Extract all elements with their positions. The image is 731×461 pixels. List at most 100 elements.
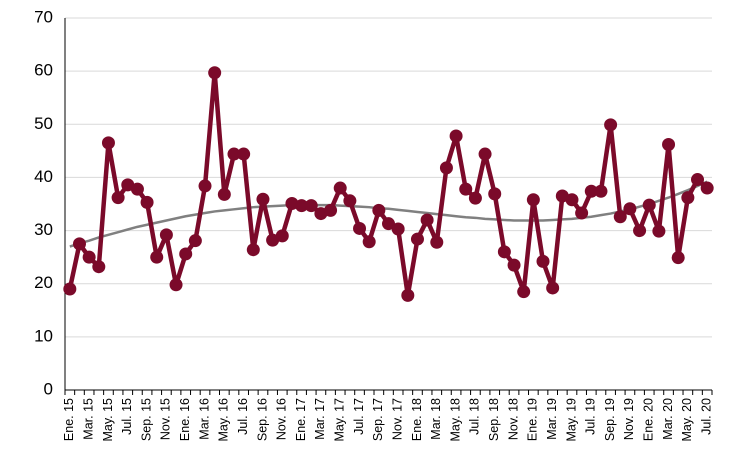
x-tick-label: Ene. 15: [62, 398, 76, 441]
x-tick-label: Mar. 17: [313, 398, 327, 440]
x-tick-label: May. 16: [217, 398, 231, 442]
data-point: [623, 202, 637, 216]
x-tick-label: Ene. 17: [294, 398, 308, 441]
data-point: [681, 191, 695, 205]
x-tick-label: May. 17: [333, 398, 347, 442]
data-point: [430, 235, 444, 249]
y-tick-label: 30: [34, 220, 53, 239]
x-tick-label: Jul. 20: [699, 398, 713, 435]
data-point: [700, 181, 714, 195]
data-point: [159, 228, 173, 242]
data-point: [410, 232, 424, 246]
data-point: [295, 199, 309, 213]
data-point: [333, 181, 347, 195]
data-point: [227, 147, 241, 161]
x-tick-label: Nov. 19: [622, 398, 636, 440]
x-tick-label: Sep. 17: [371, 398, 385, 441]
data-point: [169, 278, 183, 292]
data-point: [275, 229, 289, 243]
data-point: [198, 179, 212, 193]
data-point: [382, 217, 395, 231]
data-point: [208, 66, 222, 80]
data-point: [565, 193, 579, 207]
data-point: [188, 234, 202, 248]
data-point: [217, 187, 231, 201]
trend-line: [69, 180, 708, 248]
data-point: [488, 187, 502, 201]
data-point: [526, 193, 540, 207]
data-point: [546, 281, 560, 295]
y-tick-label: 70: [34, 7, 53, 26]
x-tick-label: Mar. 20: [661, 398, 675, 440]
data-point: [584, 184, 598, 198]
data-point: [420, 213, 434, 227]
x-tick-label: May. 19: [564, 398, 578, 442]
data-point: [246, 243, 260, 257]
data-point: [353, 221, 367, 235]
data-point: [507, 258, 521, 272]
data-point: [536, 254, 550, 268]
data-point: [497, 245, 511, 259]
data-point: [391, 222, 405, 236]
data-point: [92, 260, 106, 274]
data-point: [101, 136, 115, 150]
x-tick-label: Mar. 18: [429, 398, 443, 440]
y-tick-label: 10: [34, 326, 53, 345]
data-point: [362, 235, 376, 249]
x-tick-label: Ene. 20: [642, 398, 656, 441]
data-point: [304, 199, 318, 213]
data-point: [130, 182, 144, 196]
data-point: [372, 203, 386, 217]
data-point: [401, 288, 415, 302]
data-point: [343, 194, 357, 208]
data-point: [468, 191, 482, 205]
data-point: [140, 195, 154, 209]
x-tick-label: Mar. 15: [81, 398, 95, 440]
x-tick-label: Jul. 15: [120, 398, 134, 435]
x-tick-label: Jul. 17: [352, 398, 366, 435]
data-point: [285, 196, 299, 210]
x-tick-label: Jul. 19: [584, 398, 598, 435]
data-point: [575, 206, 589, 220]
data-point: [256, 192, 270, 206]
data-point: [439, 161, 453, 175]
x-tick-label: Sep. 19: [603, 398, 617, 441]
data-point: [633, 224, 647, 238]
data-point: [150, 250, 164, 264]
x-tick-label: Ene. 18: [410, 398, 424, 441]
y-tick-label: 20: [34, 273, 53, 292]
data-point: [237, 147, 251, 161]
x-tick-label: Jul. 16: [236, 398, 250, 435]
x-tick-label: Ene. 16: [178, 398, 192, 441]
x-tick-label: Sep. 16: [255, 398, 269, 441]
x-tick-label: Ene. 19: [526, 398, 540, 441]
data-point: [324, 203, 338, 217]
x-tick-label: May. 18: [448, 398, 462, 442]
x-tick-label: Nov. 17: [390, 398, 404, 440]
data-point: [82, 250, 96, 264]
x-tick-label: Nov. 15: [159, 398, 173, 440]
y-tick-label: 50: [34, 114, 53, 133]
data-point: [604, 118, 618, 132]
y-tick-label: 60: [34, 61, 53, 80]
data-line: [67, 70, 709, 298]
x-tick-label: May. 20: [680, 398, 694, 442]
data-point: [594, 184, 608, 198]
data-point: [72, 237, 86, 251]
data-point: [63, 282, 77, 296]
x-tick-label: Mar. 16: [197, 398, 211, 440]
x-tick-label: May. 15: [101, 398, 115, 442]
data-point: [652, 224, 666, 238]
data-point: [179, 247, 193, 261]
y-tick-label: 40: [34, 167, 53, 186]
x-tick-label: Nov. 16: [275, 398, 289, 440]
data-point: [449, 129, 463, 143]
x-tick-label: Sep. 18: [487, 398, 501, 441]
data-point: [691, 173, 705, 187]
data-point: [478, 147, 492, 161]
x-tick-label: Mar. 19: [545, 398, 559, 440]
data-point: [613, 210, 627, 224]
data-point: [671, 251, 685, 265]
data-point: [459, 182, 473, 196]
